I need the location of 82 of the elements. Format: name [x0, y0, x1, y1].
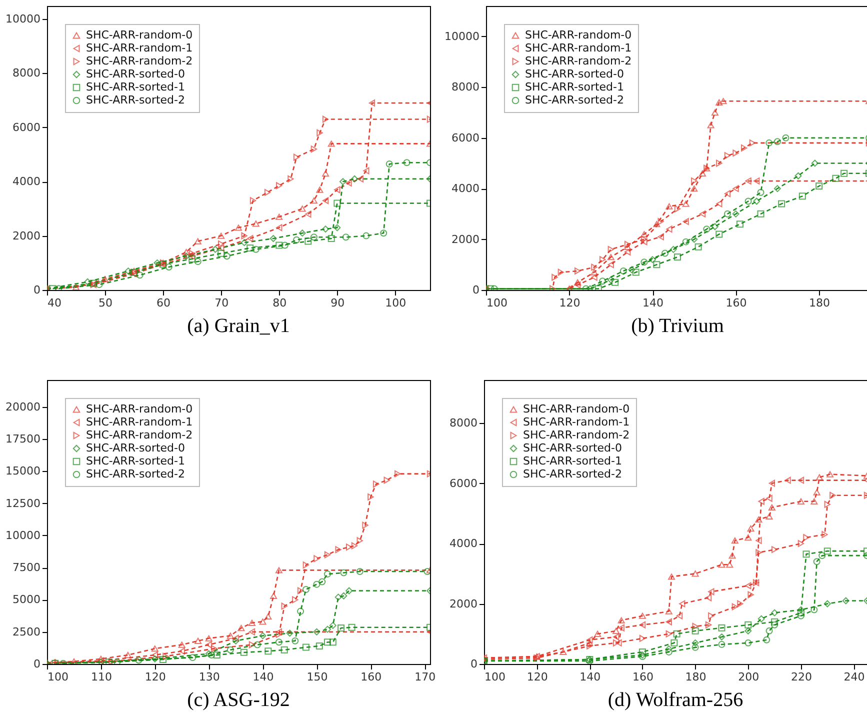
x-tick-label: 160	[632, 670, 654, 684]
y-tick-label: 5000	[12, 593, 40, 606]
x-tick-label: 80	[272, 296, 287, 310]
legend-label: SHC-ARR-random-0	[525, 28, 632, 42]
x-tick-label: 180	[809, 296, 830, 310]
x-tick-label: 40	[48, 296, 62, 310]
legend-label: SHC-ARR-random-0	[86, 28, 193, 42]
legend-label: SHC-ARR-sorted-0	[523, 442, 622, 454]
x-tick-label: 70	[214, 296, 229, 310]
x-tick-label: 180	[685, 670, 706, 684]
y-tick-label: 2000	[452, 232, 480, 246]
x-tick-label: 150	[306, 670, 328, 684]
legend-label: SHC-ARR-random-1	[86, 416, 193, 428]
y-tick-label: 6000	[12, 120, 40, 134]
y-tick-label: 15000	[6, 464, 40, 478]
legend-label: SHC-ARR-sorted-2	[525, 94, 624, 106]
y-tick-label: 17500	[6, 432, 40, 446]
x-tick-label: 200	[738, 670, 760, 684]
x-tick-label: 100	[385, 296, 406, 310]
x-tick-label: 120	[144, 670, 166, 684]
legend-label: SHC-ARR-random-1	[86, 42, 193, 54]
y-tick-label: 4000	[450, 537, 478, 550]
x-tick-label: 160	[726, 296, 747, 310]
y-tick-label: 2500	[12, 625, 40, 638]
text: (c) ASG-192	[187, 689, 290, 711]
legend-label: SHC-ARR-sorted-2	[86, 468, 186, 480]
y-tick-label: 0	[472, 284, 480, 296]
x-tick-label: 120	[559, 296, 580, 310]
legend-label: SHC-ARR-sorted-1	[86, 80, 186, 94]
legend-label: SHC-ARR-sorted-0	[525, 68, 624, 80]
y-tick-label: 0	[34, 284, 40, 296]
legend-label: SHC-ARR-sorted-1	[523, 454, 622, 468]
x-tick-label: 100	[484, 670, 506, 684]
x-tick-label: 90	[330, 296, 345, 310]
y-tick-label: 0	[470, 658, 478, 670]
legend-label: SHC-ARR-random-1	[525, 42, 632, 54]
y-tick-label: 2000	[12, 229, 40, 242]
y-tick-label: 4000	[452, 182, 480, 196]
y-tick-label: 8000	[12, 66, 40, 80]
x-tick-label: 100	[486, 296, 508, 310]
x-tick-label: 100	[48, 670, 68, 684]
legend-label: SHC-ARR-random-2	[523, 428, 630, 442]
x-tick-label: 110	[90, 670, 112, 684]
y-tick-label: 7500	[12, 561, 40, 574]
y-tick-label: 10000	[6, 12, 40, 26]
y-tick-label: 8000	[452, 80, 480, 94]
legend-label: SHC-ARR-sorted-2	[523, 468, 622, 480]
legend-label: SHC-ARR-sorted-1	[86, 454, 186, 468]
legend-label: SHC-ARR-sorted-0	[86, 68, 186, 80]
x-tick-label: 140	[252, 670, 274, 684]
y-tick-label: 4000	[12, 175, 40, 188]
x-tick-label: 170	[414, 670, 436, 684]
x-tick-label: 140	[580, 670, 601, 684]
legend-label: SHC-ARR-random-0	[86, 402, 193, 416]
x-tick-label: 220	[790, 670, 812, 684]
x-tick-label: 60	[156, 296, 171, 310]
y-tick-label: 10000	[6, 528, 40, 542]
y-tick-label: 20000	[6, 400, 40, 414]
y-tick-label: 6000	[450, 476, 478, 490]
x-tick-label: 50	[98, 296, 113, 310]
legend-label: SHC-ARR-sorted-0	[86, 442, 186, 454]
text: (a) Grain_v1	[187, 315, 290, 337]
y-tick-label: 12500	[6, 496, 40, 510]
legend-label: SHC-ARR-sorted-1	[525, 80, 624, 94]
y-tick-label: 8000	[450, 416, 478, 430]
legend-label: SHC-ARR-random-0	[523, 402, 630, 416]
x-tick-label: 140	[642, 296, 664, 310]
y-tick-label: 6000	[452, 131, 480, 144]
legend-label: SHC-ARR-random-1	[523, 416, 630, 428]
text: (b) Trivium	[631, 315, 724, 337]
legend-label: SHC-ARR-sorted-2	[86, 94, 186, 106]
y-tick-label: 10000	[444, 30, 480, 43]
x-tick-label: 120	[526, 670, 548, 684]
legend-label: SHC-ARR-random-2	[525, 54, 632, 68]
legend-label: SHC-ARR-random-2	[86, 428, 193, 442]
y-tick-label: 0	[34, 658, 40, 670]
x-tick-label: 240	[844, 670, 865, 684]
y-tick-label: 2000	[450, 597, 478, 610]
text: (d) Wolfram-256	[608, 689, 744, 711]
x-tick-label: 130	[198, 670, 220, 684]
legend-label: SHC-ARR-random-2	[86, 54, 193, 68]
x-tick-label: 160	[360, 670, 382, 684]
